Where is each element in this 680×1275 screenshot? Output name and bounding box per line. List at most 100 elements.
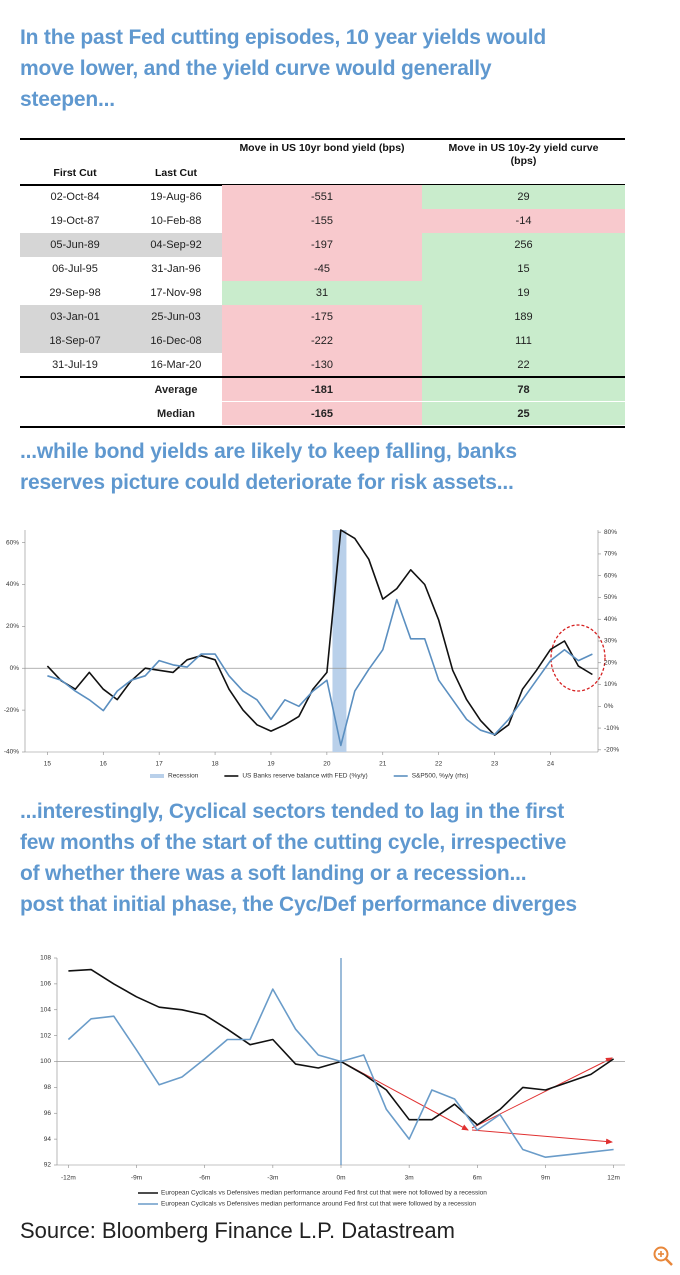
legend-label: European Cyclicals vs Defensives median … [161, 1190, 487, 1197]
column-header: First Cut [53, 167, 97, 179]
table-cell: -175 [222, 305, 422, 329]
x-tick-label: 19 [267, 761, 275, 768]
source: Source: Bloomberg Finance L.P. Datastrea… [20, 1218, 455, 1243]
x-tick-label: -6m [199, 1175, 210, 1182]
table-cell: -181 [222, 378, 422, 401]
table-cell: 22 [422, 353, 625, 377]
table-cell: 19-Oct-87 [50, 215, 100, 227]
y2-tick-label: 20% [604, 659, 617, 666]
y-tick-label: -40% [4, 749, 19, 756]
x-tick-label: 15 [44, 761, 52, 768]
table-cell: 16-Mar-20 [150, 359, 202, 371]
y2-tick-label: 0% [604, 703, 614, 710]
x-tick-label: 18 [211, 761, 219, 768]
column-header: Move in US 10yr bond yield (bps) [239, 142, 405, 154]
table-cell: 10-Feb-88 [150, 215, 202, 227]
table-rule [20, 426, 625, 428]
heading-line: ...interestingly, Cyclical sectors tende… [20, 800, 565, 823]
highlight-circle [550, 624, 606, 692]
y2-tick-label: 60% [604, 572, 617, 579]
y-tick-label: 100 [40, 1058, 51, 1065]
table-cell: 189 [422, 305, 625, 329]
heading-line: of whether there was a soft landing or a… [20, 862, 527, 885]
table-cell: 03-Jan-01 [20, 305, 130, 329]
table-cell: -165 [222, 402, 422, 425]
y-tick-label: 104 [40, 1006, 51, 1013]
table-cell: 31-Jan-96 [151, 263, 201, 275]
heading: ...interestingly, Cyclical sectors tende… [20, 796, 577, 920]
y-tick-label: 108 [40, 955, 51, 962]
heading-line: ...while bond yields are likely to keep … [20, 440, 517, 463]
y-tick-label: 94 [44, 1136, 52, 1143]
legend-label: US Banks reserve balance with FED (%y/y) [242, 773, 367, 780]
chart: -12m -9m -6m -3m 0m 3m 6m 9m 12m 92 94 96 98 100 102 10… [40, 955, 625, 1208]
table-cell: 31 [222, 281, 422, 305]
table-cell: -155 [222, 209, 422, 233]
table-cell: 78 [422, 378, 625, 401]
table-rule [20, 138, 625, 140]
heading: ...while bond yields are likely to keep … [20, 436, 517, 498]
y-tick-label: 0% [10, 665, 20, 672]
table-cell: 18-Sep-07 [20, 329, 130, 353]
y2-tick-label: 80% [604, 529, 617, 536]
x-tick-label: -9m [131, 1175, 142, 1182]
table-cell: -130 [222, 353, 422, 377]
legend-swatch [150, 774, 164, 778]
table-cell: -14 [422, 209, 625, 233]
y-tick-label: 98 [44, 1084, 52, 1091]
x-tick-label: 23 [491, 761, 499, 768]
x-tick-label: 17 [156, 761, 164, 768]
table-cell: 06-Jul-95 [52, 263, 98, 275]
x-tick-label: 12m [607, 1175, 620, 1182]
table-cell: 29-Sep-98 [49, 287, 101, 299]
y-tick-label: 20% [6, 623, 19, 630]
table-cell: -45 [222, 257, 422, 281]
table-rule [20, 376, 625, 378]
y2-tick-label: 40% [604, 616, 617, 623]
table-cell: 31-Jul-19 [52, 359, 98, 371]
arrow [471, 1057, 613, 1129]
legend-label: European Cyclicals vs Defensives median … [161, 1201, 476, 1208]
x-tick-label: 22 [435, 761, 443, 768]
table-cell: -551 [222, 185, 422, 209]
heading-line: steepen... [20, 88, 115, 111]
x-tick-label: 9m [541, 1175, 550, 1182]
heading-line: move lower, and the yield curve would ge… [20, 57, 492, 80]
y2-tick-label: 30% [604, 638, 617, 645]
table-cell: 29 [422, 185, 625, 209]
y-tick-label: 60% [6, 539, 19, 546]
table-cell: 02-Oct-84 [50, 191, 100, 203]
arrow [471, 1129, 613, 1145]
legend-label: Recession [168, 773, 199, 780]
y2-tick-label: 10% [604, 681, 617, 688]
y-tick-label: 96 [44, 1110, 52, 1117]
table-cell: 16-Dec-08 [130, 329, 222, 353]
table-cell: 25-Jun-03 [130, 305, 222, 329]
series-line [67, 988, 614, 1158]
x-tick-label: -12m [61, 1175, 76, 1182]
table-cell: -222 [222, 329, 422, 353]
table-cell: Median [157, 408, 195, 420]
x-tick-label: 24 [547, 761, 555, 768]
table-cell: 19 [422, 281, 625, 305]
x-tick-label: 16 [100, 761, 108, 768]
chart: 15 16 17 18 19 20 21 22 23 24 -40% -20% 0% 20% 40% 60% -… [4, 529, 620, 780]
y2-tick-label: -10% [604, 725, 619, 732]
y-tick-label: 106 [40, 981, 51, 988]
x-tick-label: 0m [336, 1175, 345, 1182]
series-line [46, 529, 593, 736]
legend-label: S&P500, %y/y (rhs) [412, 773, 469, 780]
x-tick-label: 6m [473, 1175, 482, 1182]
x-tick-label: 3m [405, 1175, 414, 1182]
heading-line: reserves picture could deteriorate for r… [20, 471, 514, 494]
table-cell: 15 [422, 257, 625, 281]
y-tick-label: 102 [40, 1032, 51, 1039]
table-cell: 17-Nov-98 [150, 287, 202, 299]
zoom-icon[interactable] [652, 1245, 674, 1267]
x-tick-label: 21 [379, 761, 387, 768]
table-cell: Average [154, 384, 198, 396]
y2-tick-label: 50% [604, 594, 617, 601]
y-tick-label: 92 [44, 1162, 52, 1169]
heading-line: post that initial phase, the Cyc/Def per… [20, 893, 577, 916]
